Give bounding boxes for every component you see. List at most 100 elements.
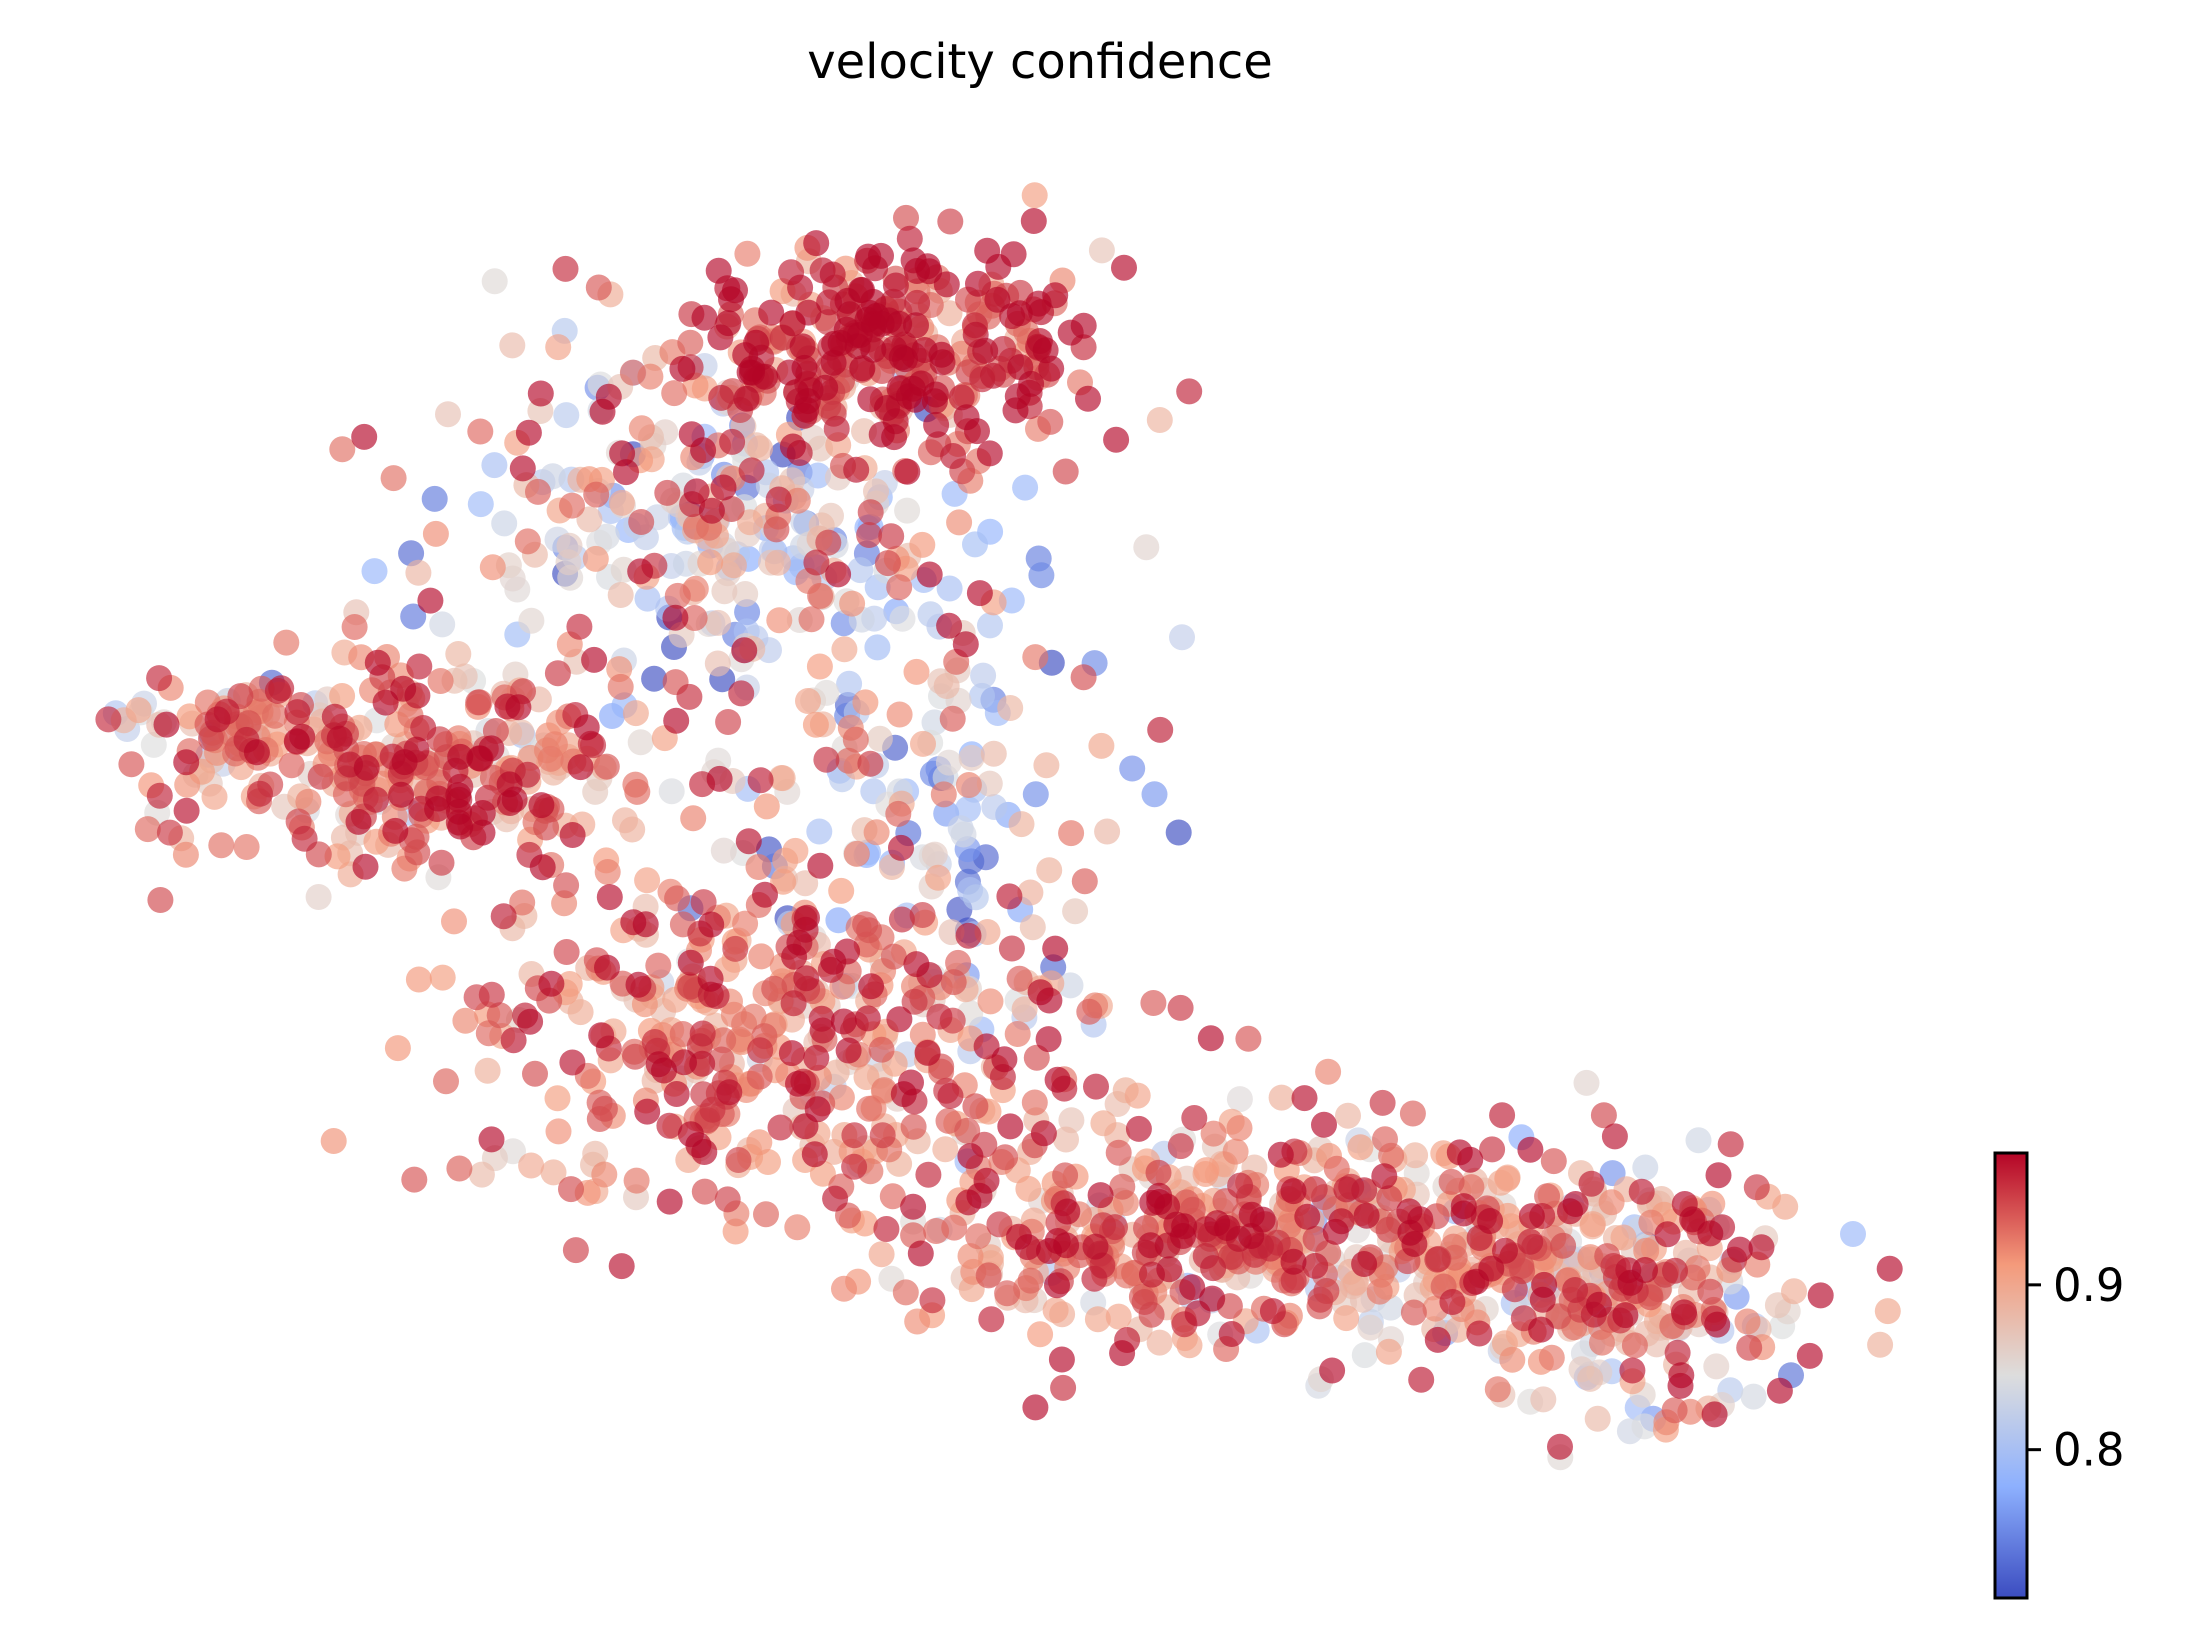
scatter-point — [778, 1040, 805, 1067]
scatter-point — [746, 1129, 773, 1156]
scatter-point — [1200, 1255, 1227, 1282]
scatter-point — [761, 975, 788, 1002]
scatter-point — [1736, 1334, 1763, 1361]
scatter-point — [1530, 1386, 1557, 1413]
scatter-point — [1057, 972, 1084, 999]
scatter-point — [836, 670, 863, 697]
scatter-point — [1315, 1058, 1342, 1085]
scatter-point — [1280, 1248, 1307, 1275]
scatter-point — [567, 754, 594, 781]
scatter-point — [1705, 1162, 1732, 1189]
scatter-point — [388, 781, 415, 808]
scatter-point — [769, 765, 796, 792]
scatter-point — [1227, 1172, 1254, 1199]
scatter-point — [779, 433, 806, 460]
scatter-point — [1017, 1267, 1044, 1294]
scatter-point — [545, 334, 572, 361]
scatter-point — [1087, 1182, 1114, 1209]
scatter-point — [553, 939, 580, 965]
scatter-point — [658, 778, 685, 805]
scatter-point — [835, 1037, 862, 1064]
scatter-point — [1179, 1274, 1206, 1301]
scatter-point — [888, 834, 914, 861]
scatter-point — [886, 310, 913, 337]
scatter-point — [1226, 1115, 1253, 1142]
scatter-point — [758, 299, 785, 326]
scatter-point — [697, 965, 724, 992]
scatter-point — [540, 1159, 567, 1186]
scatter-point — [522, 1060, 548, 1087]
scatter-point — [422, 520, 449, 547]
scatter-point — [1200, 1120, 1227, 1147]
scatter-point — [991, 1046, 1018, 1073]
scatter-point — [589, 398, 616, 425]
scatter-point — [977, 612, 1003, 639]
scatter-point — [305, 884, 332, 910]
scatter-point — [681, 605, 708, 631]
scatter-point — [856, 1095, 883, 1122]
scatter-point — [1226, 1086, 1253, 1113]
scatter-point — [469, 800, 496, 826]
scatter-point — [1302, 1252, 1329, 1279]
scatter-point — [1022, 644, 1049, 671]
scatter-point — [1534, 1183, 1561, 1210]
scatter-point — [559, 1049, 586, 1076]
scatter-point — [815, 529, 842, 556]
scatter-point — [735, 828, 762, 855]
scatter-point — [174, 771, 201, 798]
scatter-point — [427, 668, 454, 694]
scatter-point — [719, 428, 746, 455]
scatter-point — [663, 707, 690, 734]
scatter-point — [641, 1029, 668, 1055]
scatter-point — [1396, 1198, 1423, 1225]
scatter-point — [291, 825, 318, 852]
scatter-point — [405, 559, 432, 586]
scatter-point — [677, 1121, 704, 1148]
scatter-point — [1579, 1211, 1606, 1238]
scatter-point — [828, 877, 855, 904]
scatter-point — [447, 743, 474, 770]
scatter-point — [382, 817, 409, 844]
scatter-point — [429, 964, 456, 991]
scatter-point — [1528, 1316, 1555, 1343]
scatter-point — [1400, 1299, 1427, 1326]
scatter-point — [1109, 1173, 1136, 1200]
scatter-point — [173, 749, 200, 776]
scatter-point — [731, 637, 758, 664]
scatter-point — [627, 558, 654, 585]
scatter-point — [95, 706, 122, 733]
scatter-point — [907, 1240, 934, 1267]
scatter-point — [1103, 426, 1130, 453]
scatter-point — [1170, 1223, 1196, 1249]
scatter-point — [1743, 1174, 1770, 1201]
scatter-point — [1781, 1278, 1807, 1305]
scatter-point — [808, 1005, 835, 1032]
scatter-point — [1165, 819, 1192, 846]
scatter-point — [849, 277, 875, 303]
scatter-point — [880, 943, 907, 970]
scatter-point — [662, 604, 689, 631]
scatter-point — [1484, 1376, 1511, 1403]
scatter-point — [518, 1152, 545, 1179]
scatter-point — [1146, 1182, 1173, 1209]
scatter-point — [704, 650, 731, 677]
scatter-point — [764, 549, 791, 576]
scatter-point — [955, 772, 982, 798]
scatter-point — [1082, 1233, 1109, 1260]
scatter-point — [940, 969, 967, 996]
scatter-point — [1347, 1134, 1374, 1161]
scatter-point — [1631, 1413, 1658, 1440]
scatter-point — [261, 702, 288, 729]
scatter-point — [1140, 990, 1167, 1016]
scatter-point — [753, 1201, 779, 1228]
scatter-point — [874, 395, 900, 421]
scatter-point — [147, 887, 174, 913]
scatter-point — [612, 807, 638, 834]
scatter-point — [902, 386, 929, 413]
scatter-point — [697, 549, 724, 576]
scatter-point — [785, 1070, 811, 1097]
scatter-point — [787, 274, 814, 301]
scatter-point — [156, 819, 183, 846]
scatter-point — [594, 954, 620, 981]
scatter-point — [841, 1122, 868, 1149]
